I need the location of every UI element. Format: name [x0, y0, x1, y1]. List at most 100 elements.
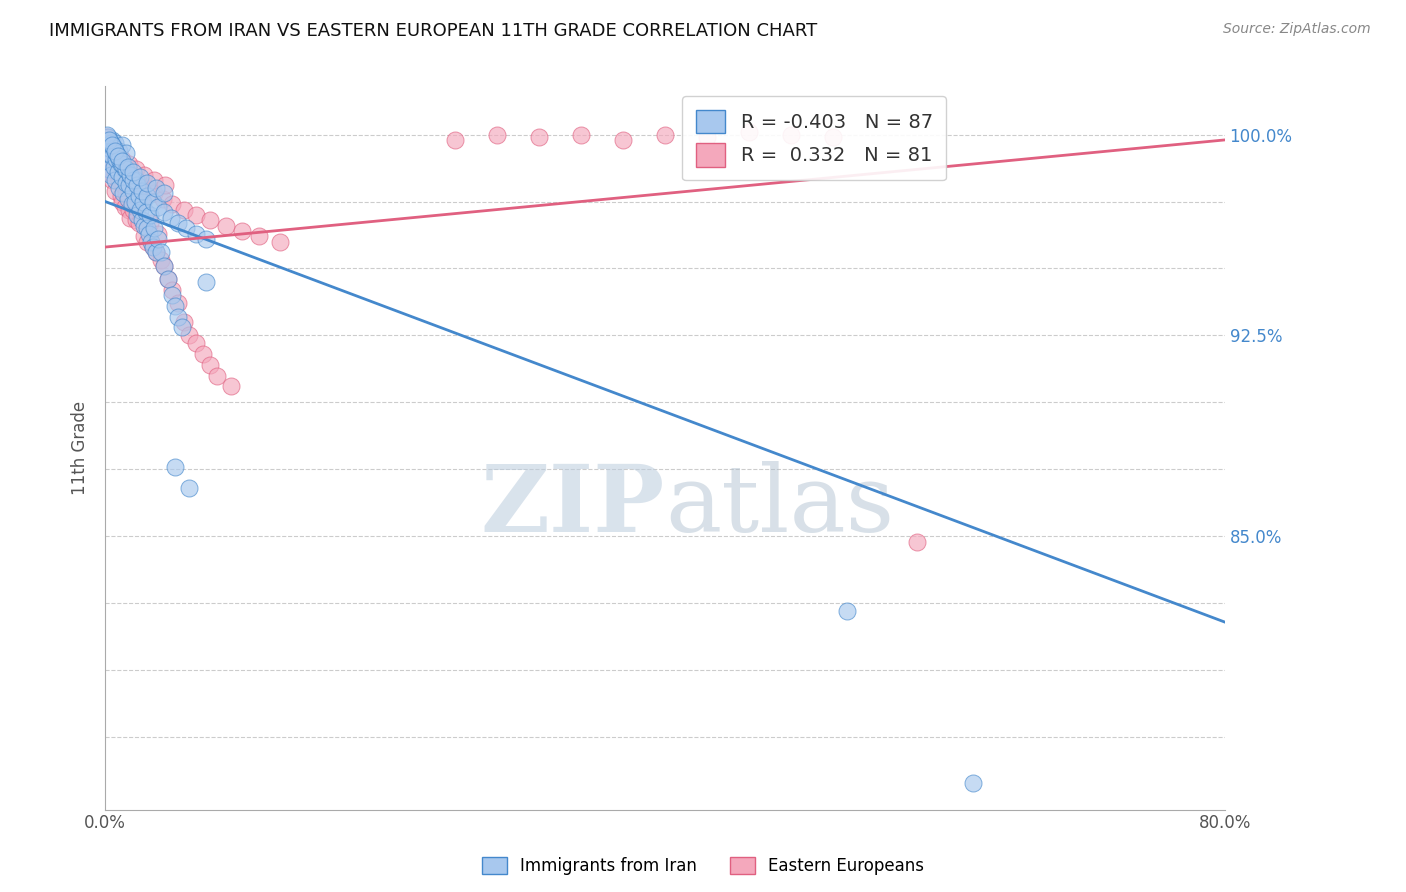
Point [107, 165, 129, 179]
Point [165, 459, 187, 474]
Point [194, 275, 217, 289]
Point [136, 189, 159, 203]
Point [104, 144, 127, 158]
Point [145, 245, 167, 260]
Point [122, 173, 145, 187]
Point [142, 240, 165, 254]
Point [162, 197, 184, 211]
Point [97, 133, 120, 147]
Point [117, 160, 139, 174]
Point [111, 152, 134, 166]
Point [128, 189, 150, 203]
Point [527, 130, 550, 145]
Point [97, 146, 120, 161]
Point [696, 130, 718, 145]
Point [142, 194, 165, 209]
Point [142, 240, 165, 254]
Point [105, 165, 128, 179]
Point [139, 208, 162, 222]
Point [101, 138, 124, 153]
Point [486, 128, 509, 142]
Point [162, 283, 184, 297]
Point [98, 165, 121, 179]
Point [162, 288, 184, 302]
Point [167, 216, 190, 230]
Point [108, 154, 131, 169]
Point [444, 133, 467, 147]
Point [115, 146, 138, 161]
Point [136, 176, 159, 190]
Point [111, 138, 134, 153]
Point [108, 144, 131, 158]
Point [143, 221, 166, 235]
Point [110, 157, 132, 171]
Point [98, 133, 121, 147]
Point [136, 181, 159, 195]
Point [100, 138, 122, 153]
Point [120, 168, 142, 182]
Point [905, 534, 928, 549]
Point [105, 152, 128, 166]
Point [153, 259, 176, 273]
Point [111, 194, 134, 209]
Point [141, 235, 163, 249]
Point [148, 232, 170, 246]
Point [124, 194, 146, 209]
Legend: R = -0.403   N = 87, R =  0.332   N = 81: R = -0.403 N = 87, R = 0.332 N = 81 [682, 96, 946, 180]
Point [97, 149, 120, 163]
Y-axis label: 11th Grade: 11th Grade [72, 401, 89, 495]
Point [612, 133, 634, 147]
Point [127, 208, 149, 222]
Point [103, 141, 125, 155]
Point [111, 154, 134, 169]
Point [780, 128, 803, 142]
Point [160, 211, 183, 225]
Point [129, 170, 152, 185]
Text: atlas: atlas [665, 461, 894, 550]
Point [167, 296, 190, 310]
Point [96, 128, 118, 142]
Point [231, 224, 253, 238]
Point [118, 202, 141, 217]
Point [103, 144, 125, 158]
Point [98, 162, 121, 177]
Point [101, 133, 124, 147]
Point [125, 173, 148, 187]
Point [569, 128, 592, 142]
Point [108, 173, 131, 187]
Point [186, 227, 208, 241]
Point [132, 194, 155, 209]
Point [219, 379, 242, 393]
Point [134, 168, 156, 182]
Point [148, 227, 170, 241]
Point [179, 328, 201, 343]
Point [148, 200, 170, 214]
Point [135, 205, 157, 219]
Point [110, 189, 132, 203]
Point [100, 136, 122, 150]
Point [143, 173, 166, 187]
Point [654, 128, 676, 142]
Point [98, 136, 121, 150]
Point [104, 136, 127, 150]
Point [153, 186, 176, 201]
Point [127, 178, 149, 193]
Point [205, 368, 228, 383]
Point [143, 186, 166, 201]
Point [117, 181, 139, 195]
Point [136, 235, 159, 249]
Point [738, 125, 761, 139]
Point [115, 176, 138, 190]
Point [100, 152, 122, 166]
Point [173, 315, 195, 329]
Point [125, 213, 148, 227]
Legend: Immigrants from Iran, Eastern Europeans: Immigrants from Iran, Eastern Europeans [474, 849, 932, 884]
Point [100, 168, 122, 182]
Point [103, 160, 125, 174]
Point [134, 229, 156, 244]
Point [101, 173, 124, 187]
Point [157, 272, 180, 286]
Point [131, 194, 153, 209]
Point [157, 272, 180, 286]
Point [153, 259, 176, 273]
